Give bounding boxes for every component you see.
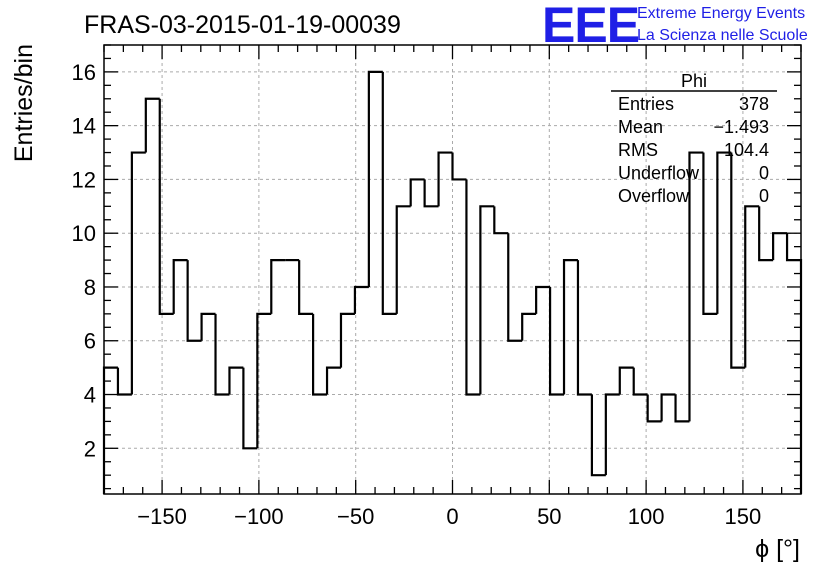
stats-label: RMS	[618, 140, 658, 160]
y-axis-title: Entries/bin	[10, 44, 38, 162]
histogram-bin	[632, 367, 648, 396]
histogram-bin	[576, 260, 592, 396]
stats-value: 104.4	[724, 140, 769, 160]
stats-label: Entries	[618, 94, 674, 114]
histogram-bin	[200, 312, 216, 341]
logo-line-2: La Scienza nelle Scuole	[637, 27, 808, 44]
axis-ticks	[103, 44, 802, 494]
histogram-bin	[772, 232, 788, 261]
histogram-bin	[325, 366, 341, 395]
histogram-bin	[339, 312, 355, 368]
x-tick-label: 150	[725, 504, 762, 529]
logo-line-1: Extreme Energy Events	[637, 5, 805, 22]
stats-label: Mean	[618, 117, 663, 137]
histogram-bin	[646, 394, 662, 423]
histogram-bin	[521, 312, 537, 341]
y-tick-label: 4	[84, 383, 96, 408]
histogram-bin	[437, 151, 453, 207]
histogram-bin	[674, 394, 690, 423]
eee-logo: EEE Extreme Energy Events La Scienza nel…	[542, 0, 808, 53]
histogram-bin	[423, 179, 439, 208]
x-axis-title: ϕ [°]	[755, 535, 800, 563]
y-tick-label: 2	[84, 436, 96, 461]
y-tick-label: 12	[72, 167, 96, 192]
stats-value: 378	[739, 94, 769, 114]
histogram-bin	[744, 205, 760, 368]
histogram-bin	[590, 394, 606, 477]
logo-mark: EEE	[542, 0, 639, 53]
tick-labels: −150 −100 −50 0 50 100 150 2 4 6 8 10 12 14 16	[72, 60, 762, 529]
stats-value: −1.493	[713, 117, 769, 137]
histogram-bin	[507, 233, 523, 342]
histogram-bin	[130, 151, 146, 395]
histogram-bin	[186, 260, 202, 342]
y-tick-label: 16	[72, 60, 96, 85]
x-tick-label: −100	[234, 504, 284, 529]
y-tick-label: 8	[84, 275, 96, 300]
histogram-bin	[312, 313, 328, 396]
histogram-bin	[395, 205, 411, 314]
histogram-bin	[535, 285, 551, 314]
histogram-bin	[298, 260, 314, 315]
histogram-bin	[172, 258, 188, 314]
histogram-bin	[228, 366, 244, 395]
histogram-bin	[758, 206, 774, 262]
histogram-bin	[242, 367, 258, 450]
x-tick-label: 0	[446, 504, 458, 529]
histogram-bin	[660, 393, 676, 422]
histogram-bin	[144, 97, 160, 153]
grid	[104, 45, 801, 494]
histogram-bin	[270, 258, 286, 314]
stats-title: Phi	[681, 71, 707, 91]
y-tick-label: 14	[72, 114, 96, 139]
histogram-bin	[451, 152, 467, 181]
histogram-bin	[381, 71, 397, 315]
histogram-bin	[716, 151, 732, 314]
stats-box: Phi Entries 378 Mean −1.493 RMS 104.4 Underflow…	[611, 71, 777, 206]
histogram-bin	[604, 393, 620, 476]
chart-title: FRAS-03-2015-01-19-00039	[84, 11, 401, 39]
histogram-bin	[367, 70, 383, 287]
histogram-bin	[116, 367, 132, 396]
histogram-bin	[618, 366, 634, 395]
histogram-bin	[562, 258, 578, 395]
histogram-bin	[785, 233, 803, 494]
histogram-bin	[702, 152, 718, 315]
stats-value: 0	[759, 186, 769, 206]
x-tick-label: −50	[337, 504, 374, 529]
y-tick-label: 6	[84, 329, 96, 354]
histogram-bin	[493, 206, 509, 235]
x-tick-label: 100	[628, 504, 665, 529]
stats-label: Underflow	[618, 163, 700, 183]
histogram-bin	[465, 179, 481, 396]
histogram-bin	[548, 286, 565, 396]
x-tick-label: −150	[137, 504, 187, 529]
histogram-bin	[409, 178, 425, 207]
histogram-bin	[256, 312, 272, 449]
histogram-bin	[688, 151, 704, 422]
y-tick-label: 10	[72, 221, 96, 246]
stats-label: Overflow	[618, 186, 690, 206]
stats-value: 0	[759, 163, 769, 183]
histogram-bin	[353, 285, 369, 314]
histogram-bin	[730, 152, 746, 369]
histogram-bin	[158, 98, 174, 315]
histogram-bin	[479, 205, 495, 395]
x-tick-label: 50	[537, 504, 561, 529]
histogram-bin	[214, 313, 230, 396]
